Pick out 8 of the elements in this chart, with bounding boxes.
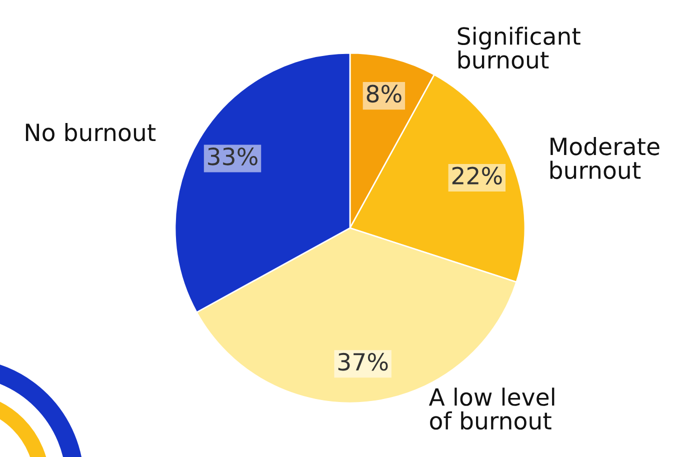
slice-label: No burnout (26, 123, 156, 142)
slice-label: A low level of burnout (428, 388, 554, 430)
data-label: 22% (452, 166, 502, 185)
data-label: 37% (338, 352, 388, 371)
data-label: 33% (208, 148, 258, 166)
data-label: 8% (366, 84, 402, 103)
slice-label: Significant burnout (458, 26, 580, 69)
slice-label: Moderate burnout (550, 137, 660, 180)
